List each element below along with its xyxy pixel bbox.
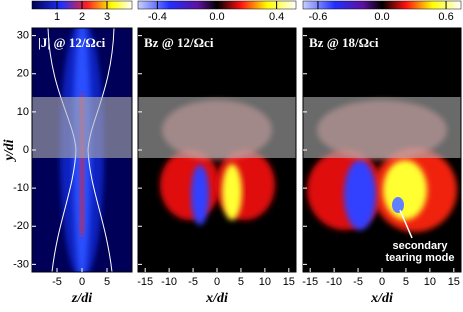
colorbar-tick-label: 0.0 — [374, 11, 389, 23]
y-tick-label: -20 — [13, 220, 29, 232]
panel-title: Bz @ 12/Ωci — [144, 35, 214, 50]
x-tick-label: 5 — [238, 276, 244, 288]
x-tick-label: 10 — [259, 276, 271, 288]
x-tick-label: 0 — [379, 276, 385, 288]
x-tick-label: 15 — [283, 276, 295, 288]
colorbar-tick-label: -0.4 — [148, 11, 167, 23]
x-tick-label: -10 — [161, 276, 177, 288]
colorbar-tick-label: 1 — [54, 11, 60, 23]
y-tick-label: 30 — [17, 30, 29, 42]
x-tick-label: 15 — [448, 276, 460, 288]
colorbar-tick-label: 3 — [104, 11, 110, 23]
x-axis-label: x/di — [370, 291, 393, 306]
x-tick-label: -5 — [353, 276, 363, 288]
region — [160, 150, 220, 220]
x-tick-label: 0 — [79, 276, 85, 288]
y-tick-label: 20 — [17, 68, 29, 80]
y-axis-label: y/di — [2, 139, 17, 162]
x-tick-label: 5 — [104, 276, 110, 288]
overlay-band — [303, 97, 461, 158]
colorbar-tick-label: 0.6 — [438, 11, 453, 23]
x-tick-label: 10 — [424, 276, 436, 288]
x-tick-label: -5 — [52, 276, 62, 288]
y-tick-label: 10 — [17, 106, 29, 118]
x-tick-label: -15 — [137, 276, 153, 288]
region — [392, 197, 404, 213]
y-tick-label: -30 — [13, 258, 29, 270]
x-tick-label: 0 — [214, 276, 220, 288]
y-tick-label: 0 — [23, 144, 29, 156]
region — [191, 165, 209, 225]
annotation: secondary tearing mode — [385, 240, 454, 264]
overlay-band — [32, 97, 132, 158]
colorbar-tick-label: 2 — [79, 11, 85, 23]
region — [383, 160, 427, 220]
region — [222, 164, 242, 220]
x-tick-label: 5 — [403, 276, 409, 288]
x-tick-label: -5 — [188, 276, 198, 288]
panel-title: |J| @ 12/Ωci — [38, 35, 106, 50]
region — [344, 160, 376, 230]
x-tick-label: -10 — [326, 276, 342, 288]
overlay-band — [138, 97, 296, 158]
x-axis-label: x/di — [205, 291, 228, 306]
colorbar-tick-label: 0.4 — [269, 11, 284, 23]
y-tick-label: -10 — [13, 182, 29, 194]
panel-title: Bz @ 18/Ωci — [309, 35, 379, 50]
annotation-arrow — [399, 209, 413, 239]
colorbar-tick-label: 0.0 — [209, 11, 224, 23]
current-sheet — [80, 95, 84, 235]
colorbar-tick-label: -0.6 — [308, 11, 327, 23]
x-axis-label: z/di — [71, 291, 92, 306]
x-tick-label: -15 — [302, 276, 318, 288]
